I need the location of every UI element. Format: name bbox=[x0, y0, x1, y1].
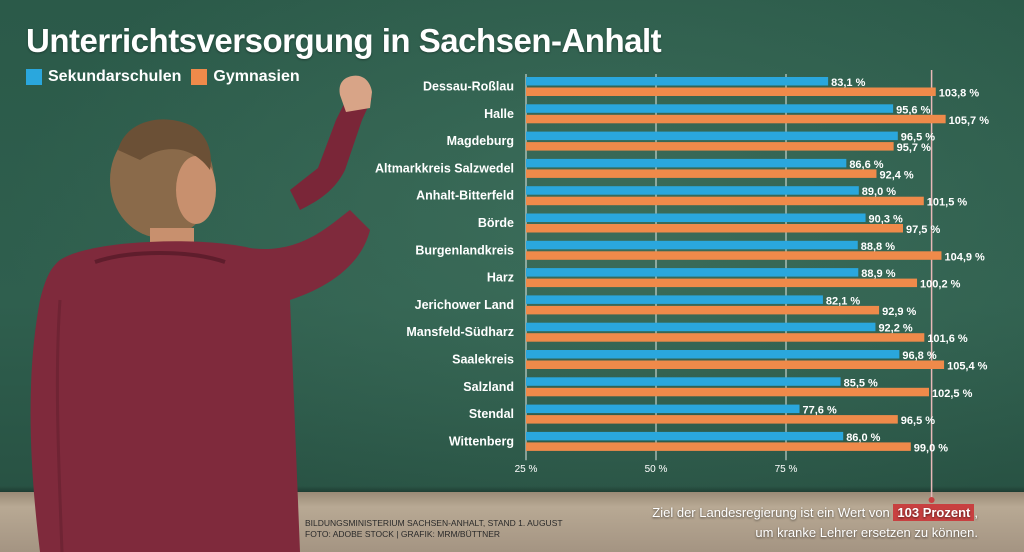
data-label-sekundarschulen: 88,8 % bbox=[861, 241, 895, 253]
target-note-highlight: 103 Prozent bbox=[893, 504, 975, 521]
bar-gymnasien bbox=[526, 251, 942, 260]
data-label-gymnasien: 105,4 % bbox=[947, 361, 988, 373]
category-label: Salzland bbox=[463, 380, 514, 394]
data-label-gymnasien: 101,6 % bbox=[927, 333, 968, 345]
target-note-line-2: um kranke Lehrer ersetzen zu können. bbox=[755, 525, 978, 540]
category-label: Dessau-Roßlau bbox=[423, 80, 514, 94]
data-label-gymnasien: 96,5 % bbox=[901, 415, 935, 427]
bar-sekundarschulen bbox=[526, 186, 859, 195]
legend-label-sekundarschulen: Sekundarschulen bbox=[48, 68, 182, 85]
category-label: Saalekreis bbox=[452, 353, 514, 367]
category-label: Anhalt-Bitterfeld bbox=[416, 189, 514, 203]
bar-gymnasien bbox=[526, 87, 936, 96]
legend-swatch-sekundarschulen bbox=[26, 69, 42, 85]
data-label-sekundarschulen: 88,9 % bbox=[861, 268, 895, 280]
data-label-gymnasien: 92,9 % bbox=[882, 306, 916, 318]
bar-sekundarschulen bbox=[526, 77, 829, 86]
data-label-sekundarschulen: 86,6 % bbox=[849, 159, 883, 171]
category-label: Mansfeld-Südharz bbox=[406, 325, 514, 339]
target-note: Ziel der Landesregierung ist ein Wert vo… bbox=[652, 503, 978, 543]
data-label-gymnasien: 101,5 % bbox=[927, 197, 968, 209]
bar-gymnasien bbox=[526, 169, 877, 178]
data-label-gymnasien: 103,8 % bbox=[939, 88, 980, 100]
bar-sekundarschulen bbox=[526, 350, 900, 359]
category-label: Altmarkkreis Salzwedel bbox=[375, 161, 514, 175]
bar-gymnasien bbox=[526, 114, 946, 124]
category-label: Jerichower Land bbox=[415, 298, 514, 312]
bar-sekundarschulen bbox=[526, 268, 859, 277]
category-label: Wittenberg bbox=[449, 434, 514, 448]
bar-sekundarschulen bbox=[526, 131, 898, 141]
data-label-gymnasien: 92,4 % bbox=[879, 169, 913, 181]
bar-gymnasien bbox=[526, 224, 903, 233]
bar-gymnasien bbox=[526, 278, 918, 288]
x-tick-label-75: 75 % bbox=[775, 464, 798, 475]
data-label-gymnasien: 100,2 % bbox=[920, 279, 961, 291]
legend-item-sekundarschulen: Sekundarschulen bbox=[26, 68, 181, 86]
category-label: Halle bbox=[484, 107, 514, 121]
legend-label-gymnasien: Gymnasien bbox=[213, 68, 300, 85]
bar-gymnasien bbox=[526, 360, 945, 369]
data-label-sekundarschulen: 89,0 % bbox=[862, 186, 896, 198]
category-label: Burgenlandkreis bbox=[415, 243, 514, 257]
data-label-gymnasien: 95,7 % bbox=[897, 142, 931, 154]
category-label: Harz bbox=[487, 271, 514, 285]
bar-gymnasien bbox=[526, 142, 894, 151]
chart-title: Unterrichtsversorgung in Sachsen-Anhalt bbox=[26, 22, 662, 59]
x-tick-label-25: 25 % bbox=[515, 464, 538, 475]
data-label-sekundarschulen: 92,2 % bbox=[878, 323, 912, 335]
data-label-sekundarschulen: 90,3 % bbox=[869, 214, 903, 226]
data-label-gymnasien: 104,9 % bbox=[944, 251, 985, 263]
bar-sekundarschulen bbox=[526, 377, 841, 386]
source-line-1: BILDUNGSMINISTERIUM SACHSEN-ANHALT, STAN… bbox=[305, 518, 563, 528]
bar-gymnasien bbox=[526, 442, 911, 451]
data-label-sekundarschulen: 96,8 % bbox=[902, 350, 936, 362]
bar-sekundarschulen bbox=[526, 295, 823, 304]
bar-sekundarschulen bbox=[526, 431, 844, 441]
source-credit: BILDUNGSMINISTERIUM SACHSEN-ANHALT, STAN… bbox=[305, 518, 563, 540]
data-label-gymnasien: 99,0 % bbox=[914, 442, 948, 454]
data-label-sekundarschulen: 83,1 % bbox=[831, 77, 865, 89]
data-label-sekundarschulen: 86,0 % bbox=[846, 432, 880, 444]
source-line-2: FOTO: ADOBE STOCK | GRAFIK: MRM/BÜTTNER bbox=[305, 529, 501, 539]
ledge-shadow bbox=[0, 486, 1024, 494]
category-label: Magdeburg bbox=[447, 134, 514, 148]
legend-item-gymnasien: Gymnasien bbox=[191, 68, 300, 86]
x-tick-label-50: 50 % bbox=[645, 464, 668, 475]
data-label-sekundarschulen: 85,5 % bbox=[844, 377, 878, 389]
bar-gymnasien bbox=[526, 196, 924, 206]
legend-swatch-gymnasien bbox=[191, 69, 208, 85]
target-marker bbox=[928, 497, 935, 503]
target-note-text: Ziel der Landesregierung ist ein Wert vo… bbox=[652, 505, 894, 520]
target-note-line-1: Ziel der Landesregierung ist ein Wert vo… bbox=[652, 503, 978, 523]
category-label: Börde bbox=[478, 216, 514, 230]
data-label-gymnasien: 97,5 % bbox=[906, 224, 940, 236]
bar-gymnasien bbox=[526, 387, 929, 397]
bar-sekundarschulen bbox=[526, 213, 866, 222]
teacher-illustration bbox=[30, 75, 372, 552]
bar-gymnasien bbox=[526, 333, 925, 342]
data-label-gymnasien: 102,5 % bbox=[932, 388, 973, 400]
legend: Sekundarschulen Gymnasien bbox=[26, 68, 300, 86]
data-label-sekundarschulen: 77,6 % bbox=[803, 405, 837, 417]
bar-gymnasien bbox=[526, 305, 880, 315]
bar-gymnasien bbox=[526, 415, 898, 424]
data-label-sekundarschulen: 95,6 % bbox=[896, 104, 930, 116]
bar-sekundarschulen bbox=[526, 322, 876, 332]
target-note-comma: , bbox=[974, 505, 978, 520]
bar-sekundarschulen bbox=[526, 104, 894, 113]
data-label-gymnasien: 105,7 % bbox=[949, 115, 990, 127]
category-label: Stendal bbox=[469, 407, 514, 421]
bar-sekundarschulen bbox=[526, 404, 800, 414]
data-label-sekundarschulen: 82,1 % bbox=[826, 295, 860, 307]
data-label-sekundarschulen: 96,5 % bbox=[901, 132, 935, 144]
bar-sekundarschulen bbox=[526, 240, 858, 250]
bar-sekundarschulen bbox=[526, 158, 847, 168]
